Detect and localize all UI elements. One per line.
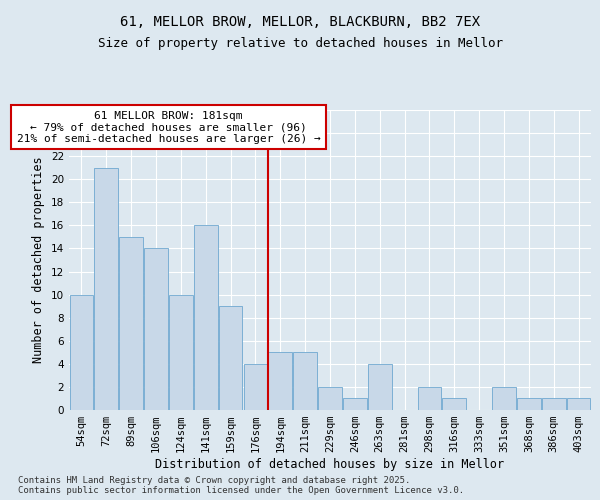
Bar bbox=[144, 248, 168, 410]
Bar bbox=[169, 294, 193, 410]
Bar bbox=[119, 237, 143, 410]
Text: 61 MELLOR BROW: 181sqm
← 79% of detached houses are smaller (96)
21% of semi-det: 61 MELLOR BROW: 181sqm ← 79% of detached… bbox=[17, 110, 320, 144]
Bar bbox=[517, 398, 541, 410]
Bar bbox=[318, 387, 342, 410]
Bar bbox=[194, 226, 218, 410]
Bar bbox=[368, 364, 392, 410]
Bar bbox=[293, 352, 317, 410]
Bar bbox=[542, 398, 566, 410]
Bar bbox=[418, 387, 441, 410]
Text: Contains HM Land Registry data © Crown copyright and database right 2025.
Contai: Contains HM Land Registry data © Crown c… bbox=[18, 476, 464, 495]
X-axis label: Distribution of detached houses by size in Mellor: Distribution of detached houses by size … bbox=[155, 458, 505, 471]
Bar bbox=[268, 352, 292, 410]
Y-axis label: Number of detached properties: Number of detached properties bbox=[32, 156, 46, 364]
Bar bbox=[94, 168, 118, 410]
Text: 61, MELLOR BROW, MELLOR, BLACKBURN, BB2 7EX: 61, MELLOR BROW, MELLOR, BLACKBURN, BB2 … bbox=[120, 15, 480, 29]
Bar bbox=[442, 398, 466, 410]
Bar bbox=[244, 364, 267, 410]
Bar bbox=[343, 398, 367, 410]
Bar bbox=[70, 294, 93, 410]
Bar bbox=[492, 387, 516, 410]
Bar bbox=[567, 398, 590, 410]
Text: Size of property relative to detached houses in Mellor: Size of property relative to detached ho… bbox=[97, 38, 503, 51]
Bar bbox=[219, 306, 242, 410]
